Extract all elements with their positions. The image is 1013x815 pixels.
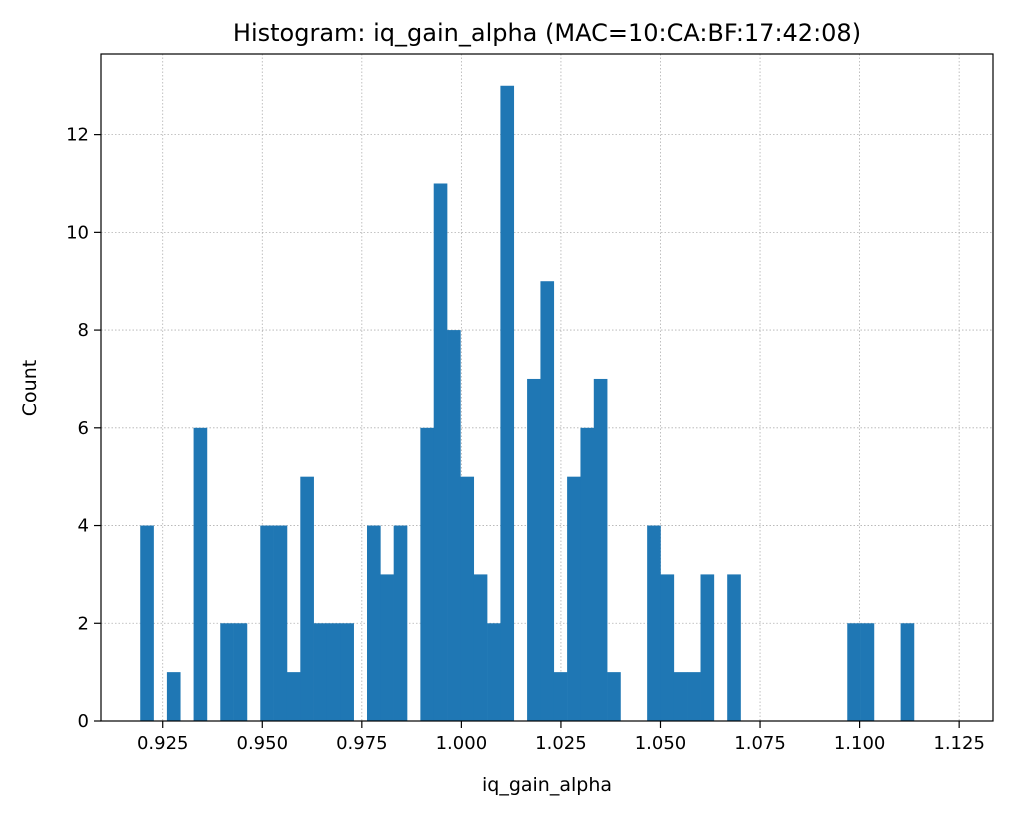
y-axis-label: Count bbox=[19, 360, 41, 416]
histogram-bar bbox=[727, 574, 741, 721]
x-tick-label: 1.100 bbox=[834, 733, 886, 754]
histogram-bar bbox=[580, 427, 595, 721]
histogram-bar bbox=[393, 525, 408, 721]
histogram-bar bbox=[860, 623, 875, 721]
histogram-bar bbox=[607, 672, 621, 721]
x-axis-label: iq_gain_alpha bbox=[482, 774, 612, 796]
x-tick-label: 1.075 bbox=[734, 733, 786, 754]
histogram-bar bbox=[647, 525, 661, 721]
histogram-bar bbox=[593, 378, 608, 721]
y-tick-label: 4 bbox=[78, 516, 89, 537]
histogram-bar bbox=[460, 476, 475, 721]
y-axis-ticks: 0 2 4 6 8 10 12 bbox=[66, 125, 101, 732]
histogram-bar bbox=[527, 378, 541, 721]
histogram-bar bbox=[286, 672, 301, 721]
histogram-bar bbox=[847, 623, 861, 721]
histogram-bar bbox=[687, 672, 701, 721]
x-tick-label: 0.925 bbox=[137, 733, 189, 754]
histogram-bar bbox=[140, 525, 154, 721]
histogram-bar bbox=[166, 672, 181, 721]
x-tick-label: 1.025 bbox=[535, 733, 587, 754]
y-tick-label: 6 bbox=[78, 418, 89, 439]
histogram-bar bbox=[260, 525, 274, 721]
histogram-bar bbox=[567, 476, 581, 721]
histogram-bar bbox=[313, 623, 328, 721]
plot-frame bbox=[100, 53, 994, 722]
x-tick-label: 0.975 bbox=[336, 733, 388, 754]
histogram-bar bbox=[300, 476, 314, 721]
histogram-bars bbox=[140, 85, 915, 721]
y-tick-label: 8 bbox=[78, 320, 89, 341]
histogram-bar bbox=[660, 574, 675, 721]
histogram-bar bbox=[700, 574, 715, 721]
histogram-bar bbox=[540, 281, 555, 721]
x-tick-label: 1.125 bbox=[933, 733, 985, 754]
y-tick-label: 10 bbox=[66, 222, 89, 243]
x-tick-label: 1.000 bbox=[436, 733, 488, 754]
histogram-bar bbox=[420, 427, 435, 721]
histogram-bar bbox=[500, 85, 515, 721]
histogram-bar bbox=[380, 574, 394, 721]
histogram-bar bbox=[193, 427, 208, 721]
histogram-bar bbox=[900, 623, 915, 721]
histogram-bar bbox=[433, 183, 448, 721]
x-tick-label: 0.950 bbox=[237, 733, 289, 754]
x-tick-label: 1.050 bbox=[635, 733, 687, 754]
y-tick-label: 0 bbox=[78, 711, 89, 732]
histogram-bar bbox=[233, 623, 248, 721]
y-tick-label: 2 bbox=[78, 613, 89, 634]
histogram-bar bbox=[447, 330, 461, 721]
histogram-bar bbox=[367, 525, 381, 721]
histogram-bar bbox=[273, 525, 288, 721]
chart-title: Histogram: iq_gain_alpha (MAC=10:CA:BF:1… bbox=[233, 19, 861, 47]
histogram-bar bbox=[673, 672, 688, 721]
x-axis-ticks: 0.925 0.950 0.975 1.000 1.025 1.050 1.075 1.100… bbox=[137, 721, 985, 754]
histogram-bar bbox=[340, 623, 354, 721]
histogram-bar bbox=[553, 672, 568, 721]
y-tick-label: 12 bbox=[66, 125, 89, 146]
histogram-bar bbox=[220, 623, 234, 721]
histogram-bar bbox=[326, 623, 341, 721]
histogram-bar bbox=[473, 574, 488, 721]
histogram-bar bbox=[487, 623, 501, 721]
